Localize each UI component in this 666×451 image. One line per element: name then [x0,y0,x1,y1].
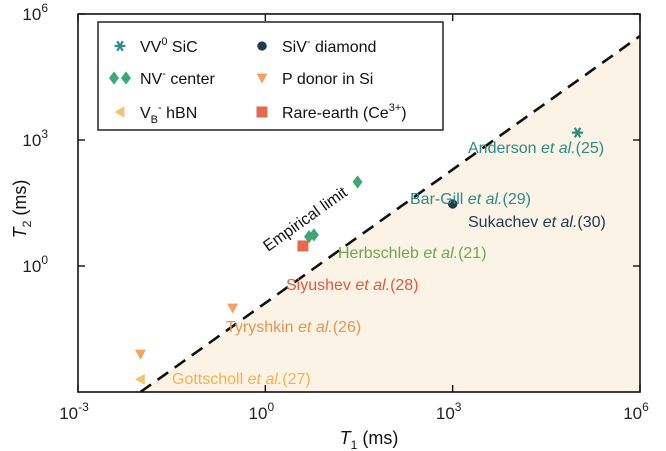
x-tick-label: 100 [249,400,275,423]
legend-label: NV- center [140,68,215,88]
data-point [572,127,584,138]
x-tick-label: 103 [436,400,462,423]
data-point [352,175,363,189]
legend: VV0 SiC SiV- diamond NV- center P donor in … [97,21,444,131]
annotation-label: Sukachev et al.(30) [468,214,606,231]
data-point [134,373,145,385]
data-point [308,228,319,242]
legend-marker [257,41,267,51]
plot-frame [77,13,641,393]
empirical-limit-line [139,34,641,394]
data-point [134,349,146,360]
y-tick-label: 106 [22,1,48,24]
data-point [447,199,458,209]
annotation-label: Herbschleb et al.(21) [338,245,487,262]
legend-marker [121,71,131,85]
annotation-label: Gottscholl et al.(27) [172,371,311,388]
legend-marker [256,73,268,84]
legend-label: VB- hBN [140,102,197,126]
x-axis-label: T1 (ms) [340,428,399,451]
axes: 10-3 100 103 106 100 103 106 [22,1,649,423]
legend-marker [114,40,126,52]
y-tick-label: 103 [22,127,48,150]
data-point [297,240,309,252]
annotation-label: Siyushev et al.(28) [286,277,419,294]
annotations: Anderson et al.(25) Sukachev et al.(30) Ba… [172,140,606,388]
legend-label: VV0 SiC [140,36,198,56]
x-tick-label: 106 [623,400,649,423]
y-axis-label: T2 (ms) [10,180,34,239]
x-tick-label: 10-3 [59,400,89,423]
legend-marker [114,106,125,118]
data-point [227,303,239,314]
legend-label: P donor in Si [282,71,373,88]
data-points [134,127,584,385]
annotation-label: Anderson et al.(25) [468,140,604,157]
star-stroke [116,40,124,52]
legend-box [97,21,444,131]
legend-label: SiV- diamond [282,36,376,56]
legend-marker [109,71,119,85]
legend-marker [256,106,268,118]
y-tick-label: 100 [22,253,48,276]
annotation-label: Tyryshkin et al.(26) [226,319,361,336]
legend-label: Rare-earth (Ce3+) [282,102,407,122]
star-stroke [573,127,582,138]
annotation-label: Bar-Gill et al.(29) [410,191,531,208]
